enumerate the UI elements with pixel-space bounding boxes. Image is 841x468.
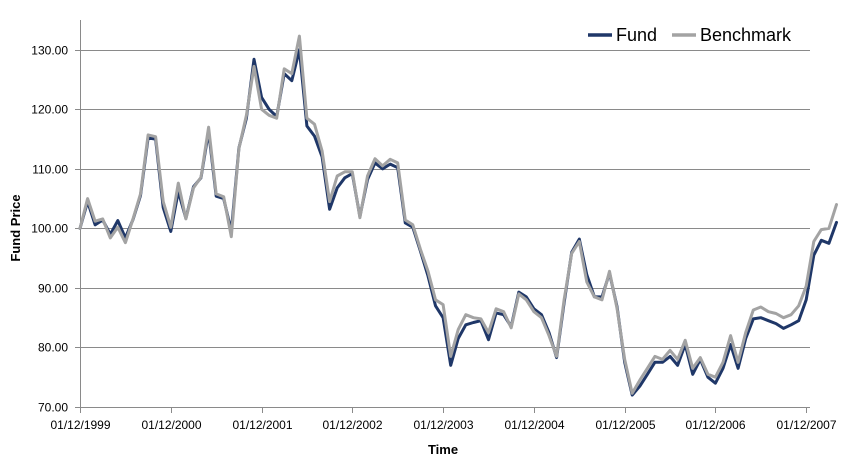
y-tick-label: 70.00 <box>38 401 68 415</box>
series-line-fund <box>78 48 838 397</box>
legend: Fund Benchmark <box>588 25 792 45</box>
y-axis: 70.00 80.00 90.00 100.00 110.00 120.00 130.00 <box>31 20 81 415</box>
x-axis-title: Time <box>428 442 458 457</box>
y-tick-label: 80.00 <box>38 341 68 355</box>
series-lines <box>78 34 838 397</box>
x-tick-label: 01/12/2003 <box>413 418 473 432</box>
y-tick-label: 90.00 <box>38 282 68 296</box>
series-line-benchmark <box>78 34 838 395</box>
x-tick-label: 01/12/2006 <box>685 418 745 432</box>
x-tick-label: 01/12/2005 <box>595 418 655 432</box>
y-tick-label: 110.00 <box>32 163 68 177</box>
y-tick-label: 100.00 <box>31 222 68 236</box>
y-tick-label: 120.00 <box>31 103 68 117</box>
x-tick-label: 01/12/2007 <box>776 418 836 432</box>
x-tick-label: 01/12/1999 <box>50 418 110 432</box>
legend-label-benchmark: Benchmark <box>700 25 792 45</box>
x-tick-label: 01/12/2001 <box>232 418 292 432</box>
x-tick-label: 01/12/2000 <box>141 418 201 432</box>
y-axis-title: Fund Price <box>8 194 23 261</box>
x-tick-label: 01/12/2004 <box>504 418 564 432</box>
legend-label-fund: Fund <box>616 25 657 45</box>
x-tick-label: 01/12/2002 <box>322 418 382 432</box>
x-axis: 01/12/1999 01/12/2000 01/12/2001 01/12/2002… <box>50 407 837 432</box>
y-tick-label: 130.00 <box>31 44 68 58</box>
